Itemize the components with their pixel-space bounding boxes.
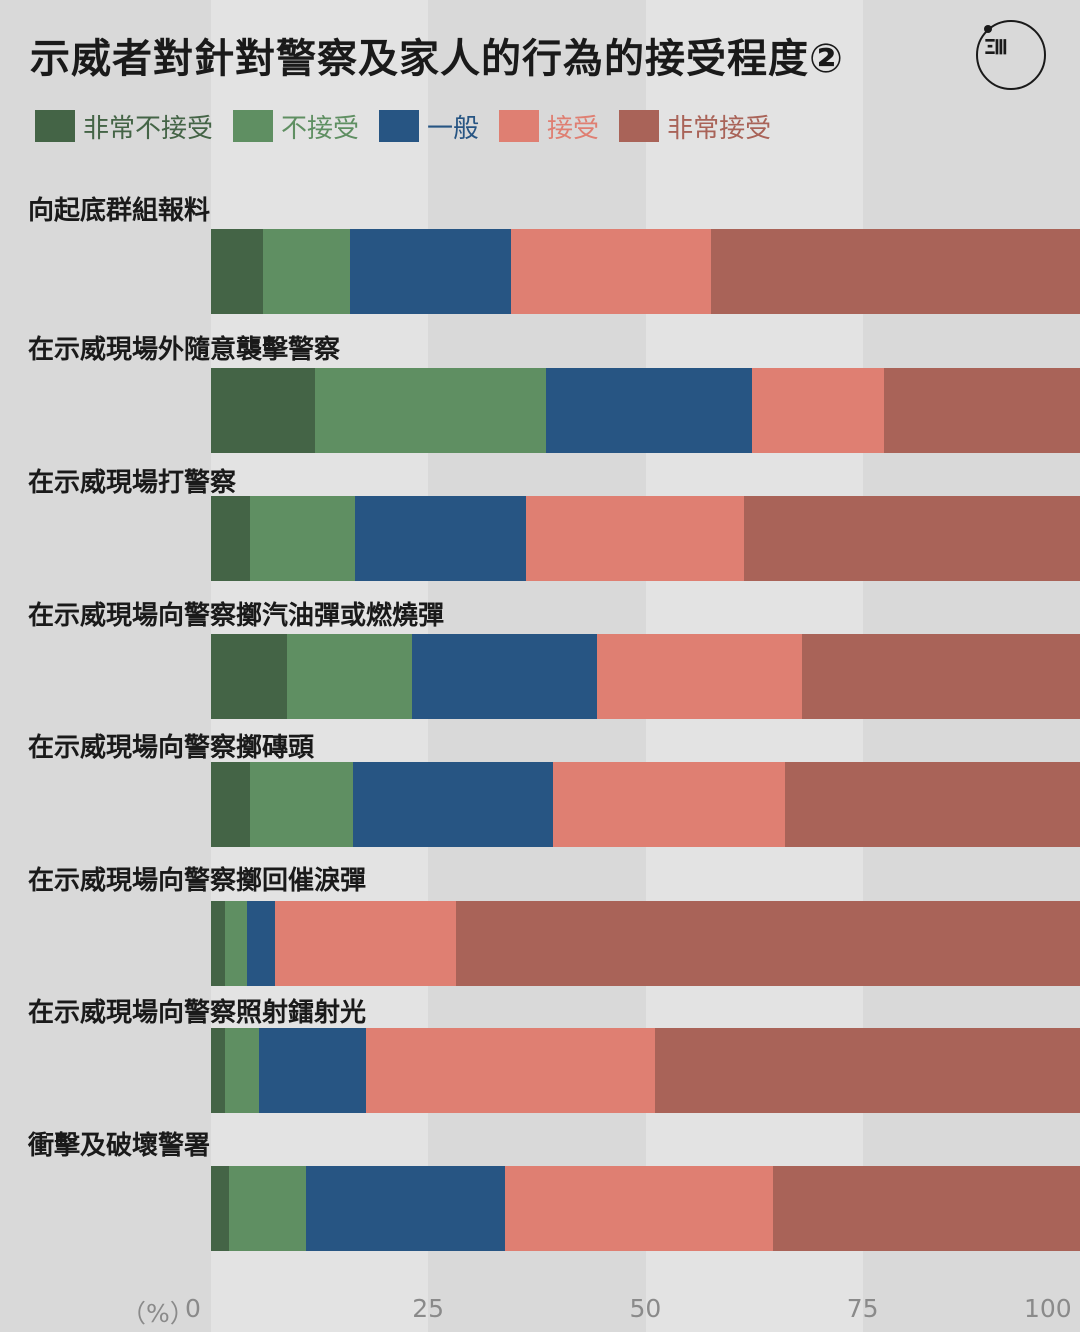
legend-item: 非常接受 bbox=[619, 108, 771, 145]
bar-segment bbox=[773, 1166, 1080, 1251]
bar-segment bbox=[785, 762, 1080, 847]
bar-segment bbox=[546, 368, 752, 453]
logo-dot bbox=[984, 25, 992, 33]
bar-segment bbox=[258, 1028, 366, 1113]
legend-label: 一般 bbox=[427, 113, 480, 144]
bar-segment bbox=[315, 368, 547, 453]
x-tick-label: 0 bbox=[185, 1294, 201, 1323]
legend-swatch bbox=[619, 110, 660, 142]
bar-segment bbox=[456, 901, 1080, 986]
category-label: 在示威現場向警察照射鐳射光 bbox=[28, 998, 367, 1028]
bar-segment bbox=[801, 634, 1080, 719]
bar-segment bbox=[229, 1166, 306, 1251]
category-label: 在示威現場向警察擲磚頭 bbox=[28, 733, 315, 763]
bar-segment bbox=[211, 1166, 230, 1251]
bar-segment bbox=[525, 496, 744, 581]
category-label: 在示威現場外隨意襲擊警察 bbox=[28, 335, 341, 365]
bar-segment bbox=[224, 1028, 259, 1113]
bar-segment bbox=[250, 496, 356, 581]
bar-row bbox=[211, 1028, 1080, 1113]
chart-title: 示威者對針對警察及家人的行為的接受程度② bbox=[30, 36, 844, 82]
bar-segment bbox=[250, 762, 353, 847]
logo-mark: ΞⅢ bbox=[984, 35, 1008, 59]
legend-item: 不接受 bbox=[233, 108, 359, 145]
legend-label: 不接受 bbox=[281, 113, 360, 144]
legend-label: 接受 bbox=[547, 113, 600, 144]
bar-segment bbox=[246, 901, 276, 986]
x-tick-label: 50 bbox=[629, 1294, 662, 1323]
legend-item: 非常不接受 bbox=[35, 108, 213, 145]
category-label: 在示威現場打警察 bbox=[28, 468, 237, 498]
bar-segment bbox=[305, 1166, 505, 1251]
x-tick-label: 100 bbox=[1024, 1294, 1072, 1323]
bar-segment bbox=[411, 634, 597, 719]
bar-segment bbox=[211, 901, 225, 986]
legend-swatch bbox=[499, 110, 540, 142]
legend-item: 接受 bbox=[499, 108, 599, 145]
legend-swatch bbox=[379, 110, 420, 142]
legend-label: 非常不接受 bbox=[83, 113, 214, 144]
bar-segment bbox=[211, 762, 251, 847]
legend-item: 一般 bbox=[379, 108, 479, 145]
bar-segment bbox=[751, 368, 885, 453]
category-label: 衝擊及破壞警署 bbox=[28, 1131, 211, 1161]
bar-segment bbox=[352, 762, 553, 847]
bar-row bbox=[211, 901, 1080, 986]
bar-row bbox=[211, 634, 1080, 719]
initium-logo-icon: ΞⅢ bbox=[976, 20, 1046, 90]
legend-label: 非常接受 bbox=[667, 113, 772, 144]
bar-row bbox=[211, 368, 1080, 453]
bar-segment bbox=[224, 901, 247, 986]
bar-segment bbox=[596, 634, 802, 719]
bar-segment bbox=[211, 634, 287, 719]
bar-segment bbox=[211, 1028, 225, 1113]
bar-segment bbox=[355, 496, 526, 581]
bar-segment bbox=[504, 1166, 774, 1251]
bar-row bbox=[211, 1166, 1080, 1251]
bar-segment bbox=[510, 229, 711, 314]
bar-row bbox=[211, 496, 1080, 581]
x-tick-label: 25 bbox=[412, 1294, 445, 1323]
bar-segment bbox=[710, 229, 1080, 314]
bar-segment bbox=[275, 901, 457, 986]
category-label: 在示威現場向警察擲汽油彈或燃燒彈 bbox=[28, 601, 445, 631]
bar-row bbox=[211, 762, 1080, 847]
bar-segment bbox=[211, 496, 251, 581]
bar-segment bbox=[211, 229, 264, 314]
category-label: 向起底群組報料 bbox=[28, 196, 211, 226]
x-axis-unit-label: （%） bbox=[121, 1299, 195, 1328]
bar-segment bbox=[743, 496, 1080, 581]
bar-segment bbox=[884, 368, 1080, 453]
bar-segment bbox=[286, 634, 412, 719]
bar-segment bbox=[263, 229, 351, 314]
bar-segment bbox=[365, 1028, 656, 1113]
bar-segment bbox=[552, 762, 786, 847]
bar-row bbox=[211, 229, 1080, 314]
bar-segment bbox=[655, 1028, 1080, 1113]
bar-segment bbox=[211, 368, 316, 453]
bar-segment bbox=[350, 229, 511, 314]
legend-swatch bbox=[35, 110, 75, 142]
legend-swatch bbox=[233, 110, 274, 142]
x-tick-label: 75 bbox=[846, 1294, 879, 1323]
legend: 非常不接受 不接受 一般 接受 非常接受 bbox=[35, 108, 791, 144]
category-label: 在示威現場向警察擲回催淚彈 bbox=[28, 866, 367, 896]
